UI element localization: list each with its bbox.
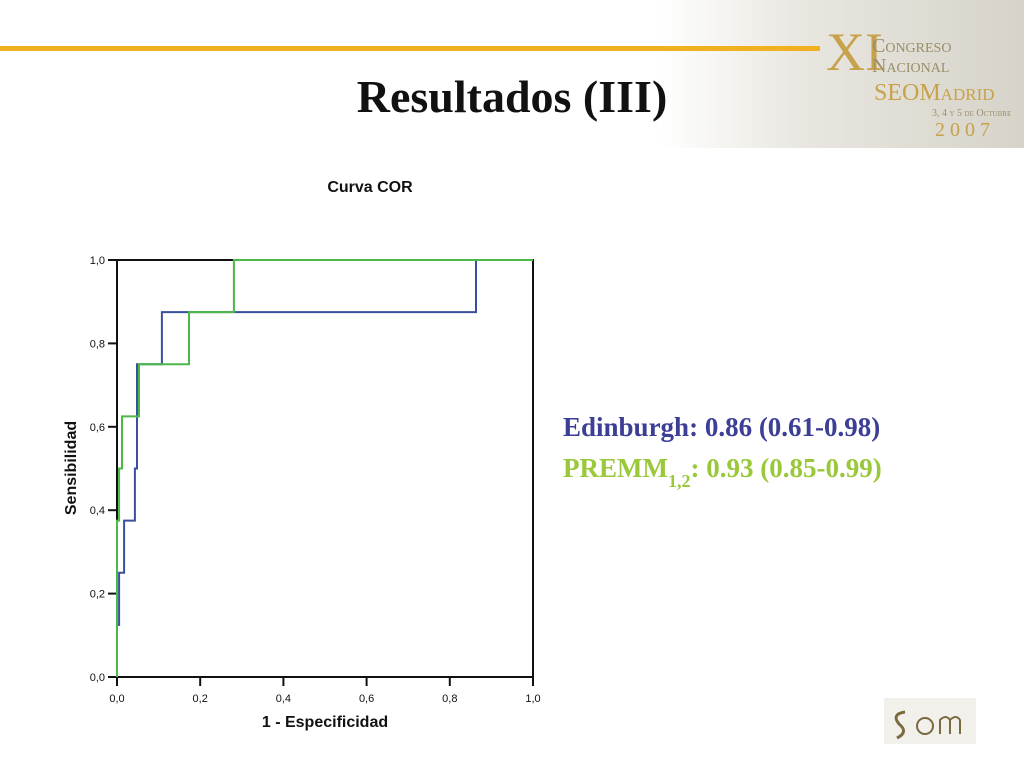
x-tick-label: 0,4 <box>276 693 291 705</box>
x-tick-label: 0,6 <box>359 693 374 705</box>
annotation-text: : 0.93 (0.85-0.99) <box>690 453 881 483</box>
y-tick-label: 0,6 <box>90 422 105 434</box>
x-tick-label: 0,0 <box>109 693 124 705</box>
annotation: Edinburgh: 0.86 (0.61-0.98) <box>563 412 880 442</box>
chart-title: Curva COR <box>327 179 413 196</box>
y-tick-label: 1,0 <box>90 255 105 267</box>
logo-text: Nacional <box>872 55 949 77</box>
header-rule <box>0 46 820 51</box>
y-axis-label: Sensibilidad <box>63 421 80 515</box>
y-tick-label: 0,0 <box>90 672 105 684</box>
logo-numeral: XI <box>826 22 883 82</box>
x-axis-label: 1 - Especificidad <box>262 714 388 731</box>
logo-text: Congreso <box>872 35 951 57</box>
y-tick-label: 0,4 <box>90 505 105 517</box>
footer-logo-mark <box>894 710 906 740</box>
x-tick-label: 1,0 <box>525 693 540 705</box>
annotation-text: PREMM <box>563 453 668 483</box>
footer-logo-mark <box>916 717 934 735</box>
roc-line <box>116 259 533 677</box>
footer-logo-mark <box>939 716 961 734</box>
annotation-subscript: 1,2 <box>668 471 691 491</box>
plot-frame <box>116 259 534 678</box>
y-tick-label: 0,8 <box>90 338 105 350</box>
x-tick-label: 0,8 <box>442 693 457 705</box>
y-tick-label: 0,2 <box>90 589 105 601</box>
roc-line <box>116 259 533 677</box>
annotation: PREMM1,2: 0.93 (0.85-0.99) <box>563 453 882 491</box>
slide-title: Resultados (III) <box>357 71 668 122</box>
logo-text: SEOMadrid <box>874 80 995 106</box>
x-tick-label: 0,2 <box>193 693 208 705</box>
logo-background <box>660 0 1024 148</box>
footer-logo <box>884 698 976 744</box>
logo-text: 3, 4 y 5 de Octubre <box>932 108 1011 119</box>
logo-text: 2 0 0 7 <box>935 119 990 141</box>
